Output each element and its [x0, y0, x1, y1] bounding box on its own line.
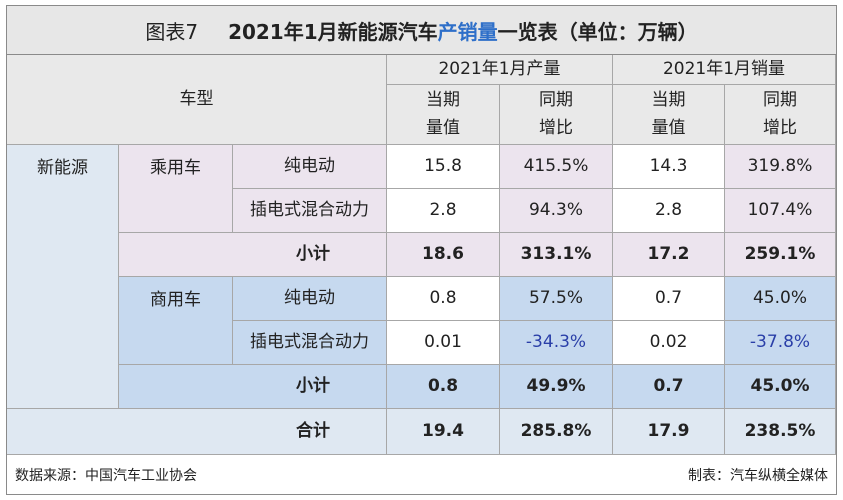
total-prod-value: 19.4 — [387, 409, 500, 455]
pbev-sales-value: 14.3 — [613, 145, 725, 189]
cphev-prod-value: 0.01 — [387, 321, 500, 365]
passenger-subtotal-label: 小计 — [119, 233, 387, 277]
csub-sales-value: 0.7 — [613, 365, 725, 409]
pphev-prod-yoy: 94.3% — [500, 189, 613, 233]
pbev-prod-value: 15.8 — [387, 145, 500, 189]
cbev-sales-value: 0.7 — [613, 277, 725, 321]
pphev-sales-value: 2.8 — [613, 189, 725, 233]
passenger-bev-label: 纯电动 — [233, 145, 387, 189]
figure-number: 图表7 — [145, 19, 199, 44]
pphev-prod-value: 2.8 — [387, 189, 500, 233]
data-source: 数据来源：中国汽车工业协会 — [15, 468, 197, 484]
passenger-label: 乘用车 — [119, 145, 233, 233]
commercial-bev-label: 纯电动 — [233, 277, 387, 321]
cphev-sales-yoy: -37.8% — [725, 321, 836, 365]
header-prod-yoy: 同期 增比 — [500, 85, 613, 145]
header-sales: 2021年1月销量 — [613, 55, 836, 85]
pbev-prod-yoy: 415.5% — [500, 145, 613, 189]
pbev-sales-yoy: 319.8% — [725, 145, 836, 189]
psub-sales-value: 17.2 — [613, 233, 725, 277]
header-production: 2021年1月产量 — [387, 55, 613, 85]
header-sales-yoy: 同期 增比 — [725, 85, 836, 145]
csub-prod-value: 0.8 — [387, 365, 500, 409]
title-highlight: 产销量 — [437, 19, 498, 44]
psub-sales-yoy: 259.1% — [725, 233, 836, 277]
header-sales-value: 当期 量值 — [613, 85, 725, 145]
commercial-phev-label: 插电式混合动力 — [233, 321, 387, 365]
cbev-prod-yoy: 57.5% — [500, 277, 613, 321]
total-sales-value: 17.9 — [613, 409, 725, 455]
header-vehicle-type: 车型 — [7, 55, 387, 145]
table-title: 图表7 2021年1月新能源汽车 产销量 一览表（单位：万辆） — [7, 6, 836, 55]
passenger-phev-label: 插电式混合动力 — [233, 189, 387, 233]
csub-prod-yoy: 49.9% — [500, 365, 613, 409]
cphev-sales-value: 0.02 — [613, 321, 725, 365]
header-prod-value: 当期 量值 — [387, 85, 500, 145]
commercial-label: 商用车 — [119, 277, 233, 365]
pphev-sales-yoy: 107.4% — [725, 189, 836, 233]
title-part1: 2021年1月新能源汽车 — [228, 19, 438, 44]
table-footer: 数据来源：中国汽车工业协会 制表：汽车纵横全媒体 — [7, 456, 836, 494]
cbev-prod-value: 0.8 — [387, 277, 500, 321]
table-producer: 制表：汽车纵横全媒体 — [688, 468, 828, 484]
csub-sales-yoy: 45.0% — [725, 365, 836, 409]
cphev-prod-yoy: -34.3% — [500, 321, 613, 365]
cbev-sales-yoy: 45.0% — [725, 277, 836, 321]
total-label: 合计 — [7, 409, 387, 455]
psub-prod-yoy: 313.1% — [500, 233, 613, 277]
total-sales-yoy: 238.5% — [725, 409, 836, 455]
title-part2: 一览表（单位：万辆） — [497, 19, 698, 44]
commercial-subtotal-label: 小计 — [119, 365, 387, 409]
psub-prod-value: 18.6 — [387, 233, 500, 277]
table-frame: 图表7 2021年1月新能源汽车 产销量 一览表（单位：万辆） 车型 2021年1月… — [6, 5, 837, 495]
category-cell: 新能源 — [7, 145, 119, 409]
total-prod-yoy: 285.8% — [500, 409, 613, 455]
